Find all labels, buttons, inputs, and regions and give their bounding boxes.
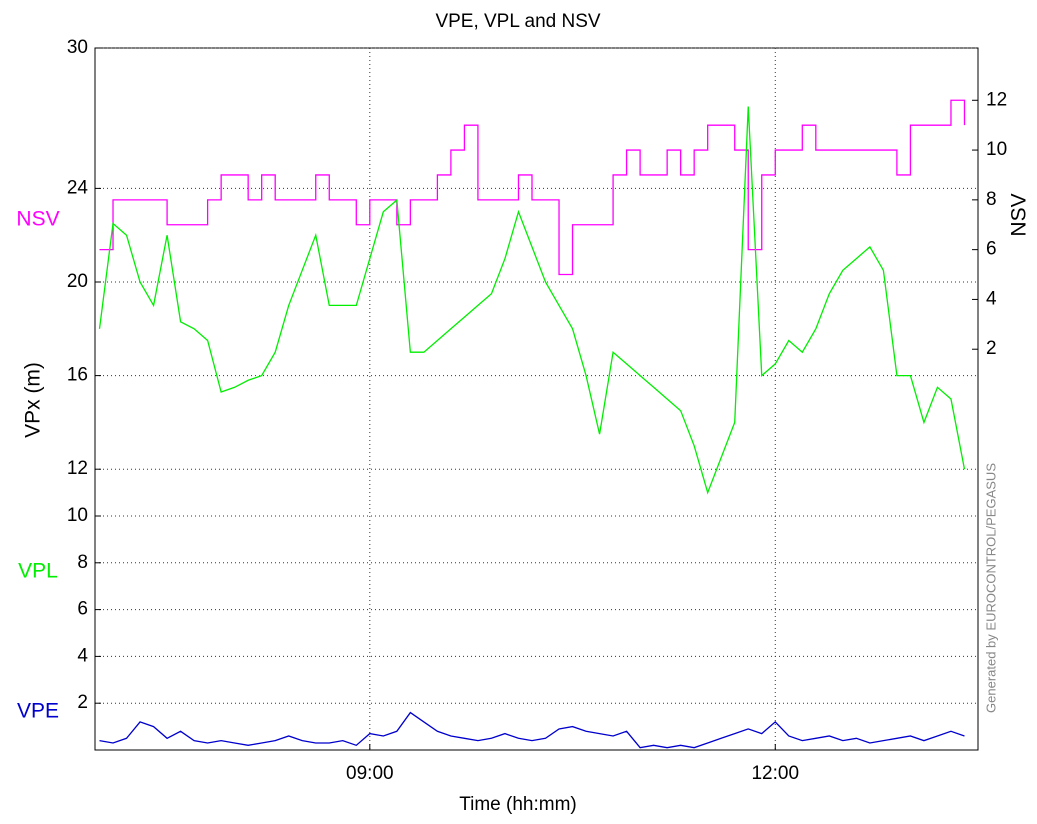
y-tick-label: 6	[77, 599, 88, 620]
x-tick-label: 12:00	[751, 763, 799, 784]
y-tick-label: 4	[77, 645, 88, 666]
chart-title: VPE, VPL and NSV	[435, 11, 600, 32]
series-line	[98, 106, 966, 495]
y-tick-label: 16	[67, 365, 88, 386]
y-tick-label: 8	[77, 552, 88, 573]
y-tick-label: 30	[67, 37, 88, 58]
y-tick-label: 2	[77, 692, 88, 713]
y2-tick-label: 2	[986, 338, 997, 359]
x-axis-label: Time (hh:mm)	[459, 794, 577, 815]
plot-frame	[94, 47, 979, 751]
y-tick-label: 10	[67, 505, 88, 526]
y2-tick-label: 6	[986, 239, 997, 260]
y2-tick-label: 4	[986, 288, 997, 309]
y-tick-label: 24	[67, 177, 89, 198]
annotation: Generated by EUROCONTROL/PEGASUS	[983, 463, 998, 713]
y2-axis-label: NSV	[1008, 193, 1031, 236]
series-label: NSV	[16, 208, 59, 231]
y-tick-label: 20	[67, 271, 88, 292]
series-label: VPL	[18, 560, 58, 583]
y2-tick-label: 12	[986, 89, 1007, 110]
y-axis-label: VPx (m)	[22, 362, 45, 438]
y2-tick-label: 8	[986, 189, 997, 210]
x-tick-label: 09:00	[346, 763, 394, 784]
series-line	[99, 711, 965, 749]
series-label: VPE	[17, 700, 59, 723]
y-tick-label: 12	[67, 458, 88, 479]
y2-tick-label: 10	[986, 139, 1007, 160]
series-line	[99, 99, 966, 276]
